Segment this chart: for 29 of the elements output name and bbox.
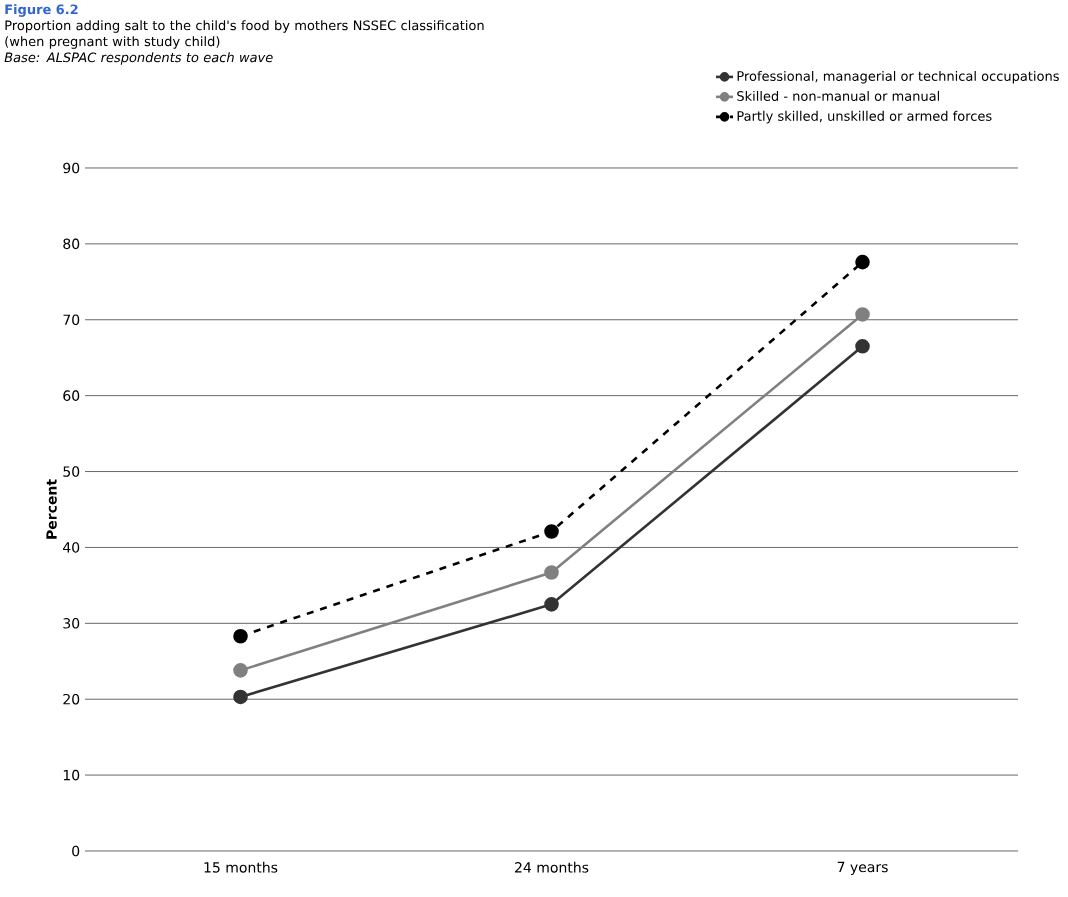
- y-axis-title: Percent: [46, 479, 57, 539]
- y-tick-label: 90: [63, 162, 80, 174]
- x-tick-label: 7 years: [837, 861, 888, 875]
- point: [544, 565, 559, 580]
- legend-label: Professional, managerial or technical occupations: [737, 70, 1059, 84]
- y-tick-label: 80: [63, 238, 80, 250]
- point: [544, 524, 559, 539]
- text: Base: ALSPAC respondents to each wave: [4, 52, 273, 65]
- point: [233, 689, 248, 705]
- x-tick-label: 15 months: [204, 861, 278, 873]
- point: [544, 597, 559, 612]
- point: [855, 254, 870, 270]
- y-tick-label: 40: [63, 542, 80, 553]
- y-tick-label: 10: [63, 769, 80, 781]
- point: [855, 307, 870, 322]
- y-tick-label: 50: [63, 466, 80, 477]
- y-tick-label: 70: [63, 314, 80, 326]
- y-tick-label: 0: [72, 845, 80, 857]
- chart-subtitle: Proportion adding salt to the child's food by mothers NSSEC classification (when pregnant with study child): [5, 20, 484, 49]
- point: [855, 339, 870, 354]
- y-tick-label: 60: [63, 390, 80, 401]
- legend-label: Partly skilled, unskilled or armed forces: [737, 110, 992, 124]
- y-tick-label: 20: [63, 693, 80, 705]
- point: [233, 628, 248, 644]
- chart-title: Figure 6.2: [5, 4, 78, 17]
- legend-label: Skilled - non-manual or manual: [737, 90, 940, 101]
- x-tick-label: 24 months: [515, 861, 589, 873]
- y-tick-label: 30: [63, 618, 80, 629]
- point: [233, 663, 248, 678]
